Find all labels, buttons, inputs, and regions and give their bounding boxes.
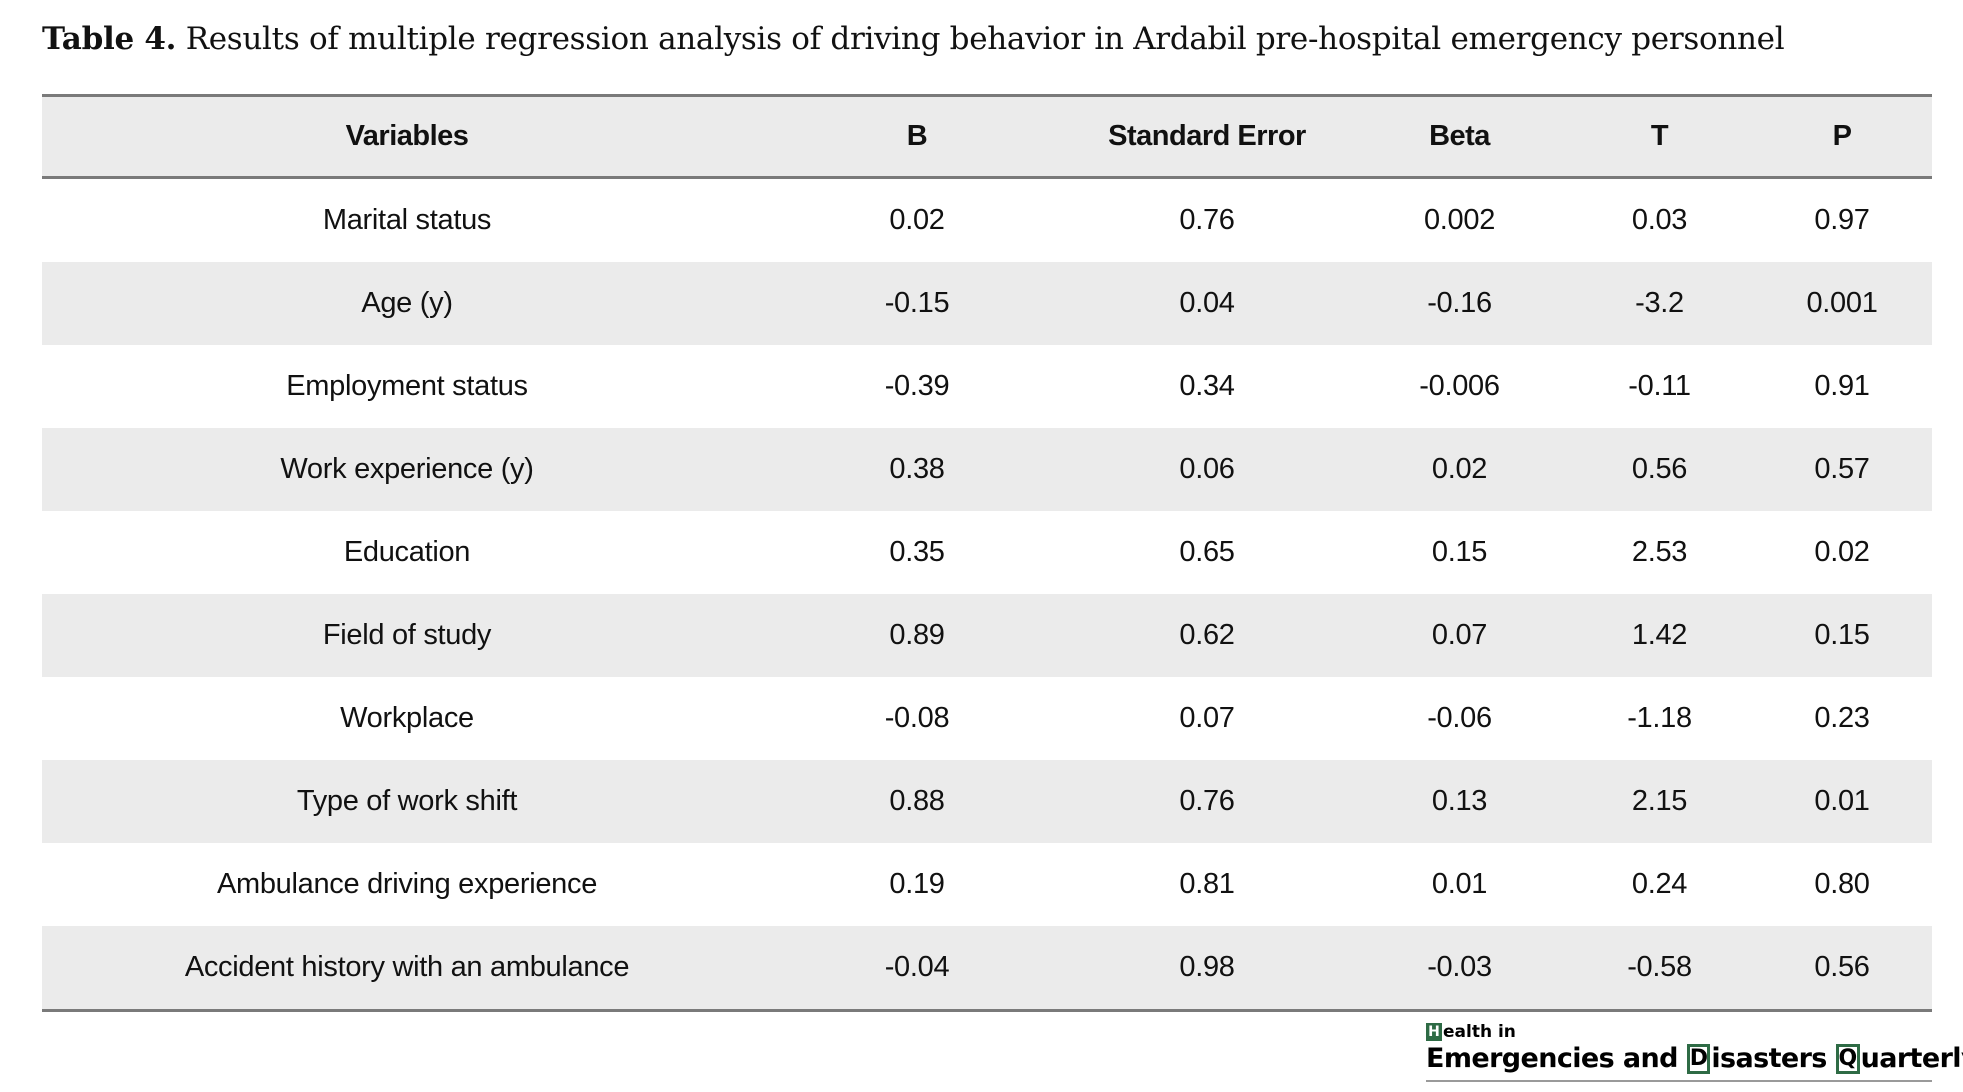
- table-row: Field of study 0.89 0.62 0.07 1.42 0.15: [42, 594, 1932, 677]
- cell-t: -1.18: [1627, 702, 1692, 734]
- cell-standard-error: 0.04: [1179, 287, 1235, 319]
- cell-b: -0.39: [884, 370, 950, 402]
- cell-beta: -0.03: [1427, 951, 1492, 983]
- logo-initial-d: D: [1686, 1044, 1711, 1074]
- cell-variable: Workplace: [340, 702, 474, 734]
- cell-p: 0.97: [1814, 204, 1870, 236]
- cell-standard-error: 0.76: [1179, 204, 1235, 236]
- cell-p: 0.02: [1814, 536, 1870, 568]
- logo-initial-h: H: [1426, 1023, 1442, 1041]
- cell-p: 0.001: [1806, 287, 1878, 319]
- cell-standard-error: 0.34: [1179, 370, 1235, 402]
- cell-p: 0.57: [1814, 453, 1870, 485]
- header-b: B: [906, 120, 928, 152]
- cell-standard-error: 0.07: [1179, 702, 1235, 734]
- cell-standard-error: 0.76: [1179, 785, 1235, 817]
- logo-line-2-part1: Emergencies and: [1426, 1043, 1687, 1074]
- cell-variable: Education: [343, 536, 471, 568]
- table-row: Employment status -0.39 0.34 -0.006 -0.11 0.9…: [42, 345, 1932, 428]
- cell-standard-error: 0.65: [1179, 536, 1235, 568]
- regression-table: Variables B Standard Error Beta T P Mari…: [42, 94, 1932, 1012]
- cell-beta: -0.06: [1427, 702, 1492, 734]
- cell-t: -3.2: [1635, 287, 1684, 319]
- cell-b: 0.02: [889, 204, 945, 236]
- logo-underline: [1426, 1080, 1932, 1082]
- cell-b: 0.88: [889, 785, 945, 817]
- logo-initial-q: Q: [1835, 1044, 1860, 1074]
- cell-variable: Field of study: [322, 619, 492, 651]
- table-row: Accident history with an ambulance -0.04 0…: [42, 926, 1932, 1011]
- cell-p: 0.56: [1814, 951, 1870, 983]
- cell-variable: Age (y): [361, 287, 453, 319]
- journal-logo: H ealth in Emergencies and D isasters Q …: [1426, 1022, 1963, 1082]
- table-caption: Table 4. Results of multiple regression …: [42, 14, 1785, 64]
- cell-variable: Employment status: [286, 370, 528, 402]
- logo-line-1: H ealth in: [1426, 1022, 1932, 1042]
- cell-b: 0.38: [889, 453, 945, 485]
- header-p: P: [1832, 120, 1852, 152]
- cell-t: -0.11: [1628, 370, 1691, 402]
- cell-standard-error: 0.62: [1179, 619, 1235, 651]
- header-variables: Variables: [345, 120, 469, 152]
- cell-beta: 0.02: [1431, 453, 1488, 485]
- logo-line-2-part3: uarterly: [1860, 1043, 1963, 1074]
- table-row: Education 0.35 0.65 0.15 2.53 0.02: [42, 511, 1932, 594]
- header-beta: Beta: [1429, 120, 1490, 152]
- cell-variable: Type of work shift: [296, 785, 518, 817]
- table-caption-text: Results of multiple regression analysis …: [185, 21, 1785, 57]
- cell-b: 0.35: [889, 536, 945, 568]
- cell-t: 2.15: [1631, 785, 1688, 817]
- header-standard-error: Standard Error: [1108, 120, 1306, 152]
- cell-variable: Marital status: [322, 204, 492, 236]
- cell-p: 0.91: [1814, 370, 1870, 402]
- cell-t: 2.53: [1631, 536, 1688, 568]
- cell-standard-error: 0.98: [1179, 951, 1235, 983]
- header-row: Variables B Standard Error Beta T P: [42, 95, 1932, 178]
- cell-b: 0.19: [889, 868, 945, 900]
- table-row: Ambulance driving experience 0.19 0.81 0.01…: [42, 843, 1932, 926]
- cell-t: -0.58: [1627, 951, 1692, 983]
- cell-t: 1.42: [1631, 619, 1688, 651]
- table-row: Type of work shift 0.88 0.76 0.13 2.15 0.01: [42, 760, 1932, 843]
- cell-b: -0.15: [884, 287, 950, 319]
- logo-line-2: Emergencies and D isasters Q uarterly: [1426, 1042, 1963, 1076]
- cell-b: 0.89: [889, 619, 945, 651]
- cell-standard-error: 0.81: [1179, 868, 1235, 900]
- cell-beta: 0.07: [1431, 619, 1488, 651]
- cell-beta: 0.01: [1431, 868, 1488, 900]
- table-row: Marital status 0.02 0.76 0.002 0.03 0.97: [42, 178, 1932, 263]
- cell-p: 0.15: [1814, 619, 1870, 651]
- cell-variable: Work experience (y): [280, 453, 534, 485]
- cell-variable: Accident history with an ambulance: [184, 951, 630, 983]
- cell-beta: 0.002: [1423, 204, 1496, 236]
- table-body: Marital status 0.02 0.76 0.002 0.03 0.97 Age (…: [42, 178, 1932, 1011]
- header-t: T: [1650, 120, 1669, 152]
- table-row: Workplace -0.08 0.07 -0.06 -1.18 0.23: [42, 677, 1932, 760]
- cell-p: 0.23: [1814, 702, 1870, 734]
- table-header: Variables B Standard Error Beta T P: [42, 95, 1932, 178]
- cell-standard-error: 0.06: [1179, 453, 1235, 485]
- cell-b: -0.04: [884, 951, 950, 983]
- cell-beta: -0.16: [1427, 287, 1492, 319]
- cell-beta: 0.15: [1431, 536, 1488, 568]
- cell-p: 0.01: [1814, 785, 1870, 817]
- cell-variable: Ambulance driving experience: [216, 868, 598, 900]
- cell-t: 0.56: [1631, 453, 1688, 485]
- cell-t: 0.24: [1631, 868, 1688, 900]
- cell-b: -0.08: [884, 702, 950, 734]
- table-row: Age (y) -0.15 0.04 -0.16 -3.2 0.001: [42, 262, 1932, 345]
- cell-p: 0.80: [1814, 868, 1870, 900]
- logo-line-2-part2: isasters: [1711, 1043, 1836, 1074]
- table-row: Work experience (y) 0.38 0.06 0.02 0.56 0.57: [42, 428, 1932, 511]
- table-caption-label: Table 4.: [42, 21, 177, 57]
- cell-beta: -0.006: [1419, 370, 1500, 402]
- logo-line-1-text: ealth in: [1443, 1022, 1516, 1042]
- cell-t: 0.03: [1631, 204, 1688, 236]
- cell-beta: 0.13: [1431, 785, 1488, 817]
